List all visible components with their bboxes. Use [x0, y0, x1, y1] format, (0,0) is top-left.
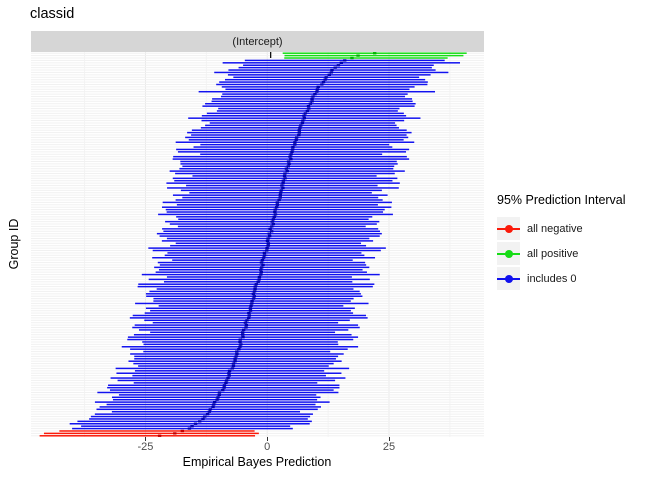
point-icon [505, 249, 513, 258]
legend-label: all negative [527, 222, 583, 235]
legend-title: 95% Prediction Interval [497, 193, 626, 207]
point-icon [505, 224, 513, 233]
legend-item-all-positive: all positive [497, 242, 669, 265]
legend-key-all-negative [497, 217, 520, 240]
plot-panel [31, 52, 484, 437]
legend-key-all-positive [497, 242, 520, 265]
facet-strip-label: (Intercept) [232, 35, 283, 48]
x-tick-mark [266, 437, 268, 441]
x-tick-label: -25 [137, 441, 154, 453]
legend-key-includes-0 [497, 267, 520, 290]
plot-title: classid [30, 6, 75, 22]
x-tick-label: 25 [382, 441, 396, 453]
x-tick-label: 0 [264, 441, 271, 453]
x-tick-mark [144, 437, 146, 441]
legend-label: includes 0 [527, 272, 577, 285]
y-axis-title: Group ID [7, 218, 21, 270]
caterpillar-plot [31, 52, 484, 437]
x-tick-mark [388, 437, 390, 441]
point-icon [505, 274, 513, 283]
legend-item-includes-0: includes 0 [497, 267, 669, 290]
legend-item-all-negative: all negative [497, 217, 669, 240]
x-axis-title: Empirical Bayes Prediction [182, 455, 332, 469]
legend: 95% Prediction Interval all negative all… [497, 193, 669, 292]
legend-label: all positive [527, 247, 579, 260]
facet-strip: (Intercept) [31, 31, 484, 52]
